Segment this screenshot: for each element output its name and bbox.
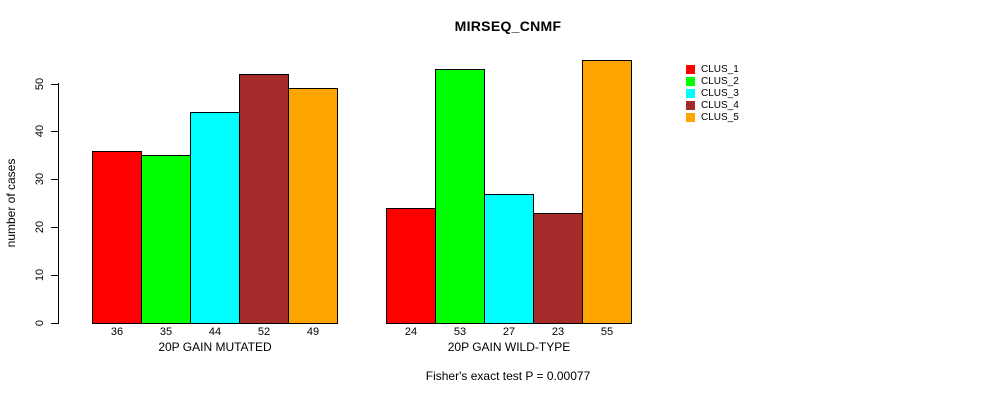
legend-swatch-clus_2 (686, 77, 695, 86)
y-axis-tick-label: 20 (34, 220, 46, 234)
y-axis-tick (51, 323, 59, 324)
y-axis-tick (51, 179, 59, 180)
bar-clus_3-group2 (484, 194, 534, 324)
chart-title: MIRSEQ_CNMF (454, 18, 562, 34)
y-axis-tick-label: 50 (34, 77, 46, 91)
y-axis-tick (51, 275, 59, 276)
bar-clus_3-group1 (190, 112, 240, 324)
legend-swatch-clus_4 (686, 101, 695, 110)
bar-clus_2-group2 (435, 69, 485, 324)
group-label-mutated: 20P GAIN MUTATED (158, 340, 272, 354)
legend-swatch-clus_1 (686, 65, 695, 74)
bar-value-label: 36 (110, 326, 124, 338)
bar-clus_5-group1 (288, 88, 338, 324)
legend-label-clus_2: CLUS_2 (701, 76, 739, 87)
bar-clus_4-group2 (533, 213, 583, 324)
y-axis-tick-label: 0 (34, 319, 46, 327)
y-axis-tick (51, 84, 59, 85)
bar-clus_1-group2 (386, 208, 436, 324)
bar-value-label: 44 (208, 326, 222, 338)
bar-value-label: 24 (404, 326, 418, 338)
y-axis-label: number of cases (4, 158, 18, 248)
bar-value-label: 55 (600, 326, 614, 338)
bar-value-label: 52 (257, 326, 271, 338)
legend-swatch-clus_3 (686, 89, 695, 98)
y-axis-tick-label: 10 (34, 268, 46, 282)
y-axis-line (58, 83, 59, 324)
legend-swatch-clus_5 (686, 113, 695, 122)
bar-value-label: 35 (159, 326, 173, 338)
fisher-test-annotation: Fisher's exact test P = 0.00077 (425, 369, 591, 383)
bar-value-label: 27 (502, 326, 516, 338)
legend-label-clus_1: CLUS_1 (701, 64, 739, 75)
bar-clus_2-group1 (141, 155, 191, 324)
bar-value-label: 53 (453, 326, 467, 338)
bar-value-label: 23 (551, 326, 565, 338)
bar-clus_1-group1 (92, 151, 142, 324)
y-axis-tick (51, 131, 59, 132)
legend-label-clus_4: CLUS_4 (701, 100, 739, 111)
group-label-wild-type: 20P GAIN WILD-TYPE (447, 340, 571, 354)
y-axis-tick (51, 227, 59, 228)
bar-clus_4-group1 (239, 74, 289, 324)
bar-clus_5-group2 (582, 60, 632, 324)
legend-label-clus_5: CLUS_5 (701, 112, 739, 123)
bar-value-label: 49 (306, 326, 320, 338)
y-axis-tick-label: 40 (34, 124, 46, 138)
y-axis-tick-label: 30 (34, 172, 46, 186)
legend-label-clus_3: CLUS_3 (701, 88, 739, 99)
